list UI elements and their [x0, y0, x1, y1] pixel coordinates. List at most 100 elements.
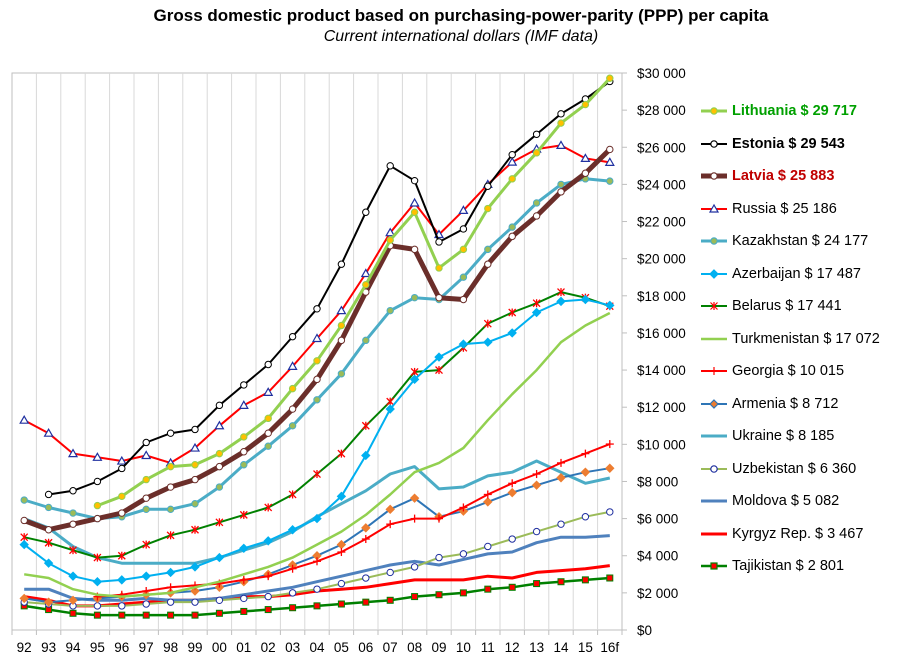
data-point-georgia [313, 557, 321, 566]
data-point-kazakhstan [386, 306, 394, 315]
data-point-azerbaijan [19, 539, 29, 550]
y-tick-label: $28 000 [637, 103, 686, 118]
data-point-azerbaijan [336, 491, 347, 502]
data-point-georgia [337, 548, 346, 557]
data-point-latvia [69, 520, 77, 528]
data-point-armenia [409, 493, 420, 503]
data-point-latvia [435, 293, 443, 302]
data-point-georgia [386, 520, 395, 529]
data-point-kazakhstan [142, 505, 150, 514]
data-point-lithuania [191, 461, 199, 469]
legend-swatch-lithuania [701, 107, 727, 116]
x-tick-label: 11 [481, 640, 495, 655]
data-point-georgia [483, 490, 492, 499]
data-point-belarus [69, 546, 77, 555]
data-point-kazakhstan [264, 442, 272, 450]
legend-label-belarus: Belarus $ 17 441 [732, 298, 842, 315]
data-point-estonia [69, 487, 77, 495]
legend-item-tajikistan: Tajikistan $ 2 801 [700, 550, 922, 583]
data-point-tajikistan [167, 611, 175, 619]
data-point-russia [555, 140, 567, 150]
data-point-russia [360, 268, 371, 278]
data-point-latvia [264, 429, 272, 437]
data-point-kazakhstan [20, 496, 28, 504]
data-point-russia [263, 387, 274, 396]
data-point-tajikistan [69, 609, 77, 617]
series-line-lithuania [96, 77, 611, 508]
data-point-kazakhstan [532, 199, 541, 207]
series-line-georgia [97, 443, 611, 598]
data-point-kazakhstan [410, 293, 419, 302]
data-point-tajikistan [581, 576, 589, 584]
data-point-estonia [459, 225, 468, 233]
data-point-belarus [166, 531, 175, 540]
y-tick-label: $18 000 [637, 289, 686, 304]
data-point-estonia [386, 162, 394, 170]
data-point-azerbaijan [165, 567, 176, 578]
x-tick-label: 06 [358, 640, 373, 655]
data-point-russia [336, 305, 347, 315]
data-point-georgia [361, 535, 370, 544]
data-point-belarus [361, 421, 370, 430]
data-point-azerbaijan [458, 339, 469, 349]
legend-item-turkmenistan: Turkmenistan $ 17 072 [700, 323, 922, 356]
data-point-estonia [484, 182, 492, 190]
data-point-russia [604, 157, 615, 166]
data-point-russia [67, 448, 79, 458]
legend-swatch-kyrgyz-rep [701, 532, 727, 536]
legend-label-ukraine: Ukraine $ 8 185 [732, 428, 835, 445]
data-point-uzbekistan [166, 598, 175, 606]
data-point-belarus [239, 510, 248, 519]
data-point-tajikistan [191, 611, 199, 619]
data-point-azerbaijan [483, 337, 493, 347]
data-point-armenia [361, 523, 371, 533]
data-point-estonia [337, 260, 346, 268]
x-tick-label: 93 [41, 640, 56, 655]
data-point-latvia [93, 514, 102, 523]
data-point-latvia [191, 475, 199, 484]
data-point-latvia [288, 405, 297, 413]
data-point-armenia [580, 467, 591, 477]
data-point-georgia [581, 449, 590, 458]
x-tick-label: 10 [456, 640, 471, 655]
data-point-georgia [288, 564, 297, 573]
data-point-kazakhstan [557, 180, 565, 189]
series-line-turkmenistan [24, 311, 611, 598]
data-point-belarus [288, 490, 297, 499]
legend-label-kyrgyz-rep: Kyrgyz Rep. $ 3 467 [732, 525, 864, 542]
data-point-kazakhstan [166, 505, 175, 514]
chart-title: Gross domestic product based on purchasi… [153, 6, 769, 25]
legend-label-turkmenistan: Turkmenistan $ 17 072 [732, 330, 880, 347]
data-point-lithuania [118, 492, 126, 501]
legend-swatch-ukraine [701, 434, 727, 438]
data-point-georgia [605, 440, 614, 449]
data-point-tajikistan [362, 598, 370, 606]
data-point-latvia [557, 188, 565, 196]
legend-label-russia: Russia $ 25 186 [732, 200, 837, 217]
x-tick-label: 94 [65, 640, 81, 655]
data-point-uzbekistan [557, 520, 565, 528]
data-point-estonia [118, 464, 126, 473]
data-point-kazakhstan [484, 245, 492, 254]
data-point-latvia [606, 145, 614, 154]
data-point-uzbekistan [264, 592, 272, 601]
data-point-latvia [410, 245, 419, 254]
data-point-russia [385, 227, 396, 237]
x-tick-label: 09 [431, 640, 446, 655]
data-point-lithuania [484, 204, 492, 213]
data-point-belarus [313, 470, 321, 479]
x-tick-label: 99 [187, 640, 202, 655]
x-tick-label: 08 [407, 640, 422, 655]
data-point-uzbekistan [410, 563, 419, 571]
data-point-latvia [20, 516, 28, 525]
data-point-georgia [264, 572, 273, 581]
data-point-tajikistan [313, 602, 321, 610]
data-point-latvia [484, 260, 492, 268]
data-point-tajikistan [411, 593, 419, 601]
data-point-russia [92, 452, 103, 461]
data-point-georgia [410, 514, 419, 523]
data-point-armenia [385, 504, 395, 515]
data-point-tajikistan [533, 580, 541, 588]
data-point-uzbekistan [435, 553, 443, 562]
data-point-latvia [142, 494, 150, 502]
